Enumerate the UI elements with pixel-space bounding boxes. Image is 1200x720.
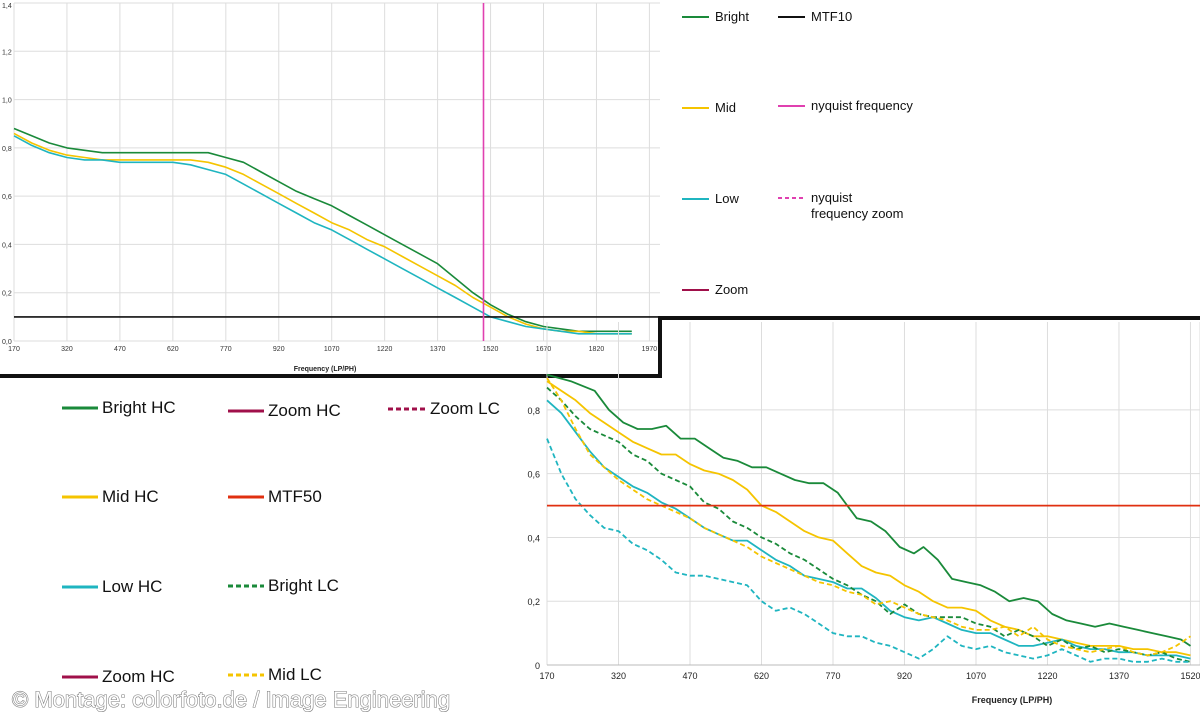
x-tick-label: 1220: [1037, 671, 1057, 681]
x-tick-label: 470: [114, 346, 126, 353]
series-low: [13, 135, 632, 335]
series-mid-lc: [546, 377, 1192, 657]
legend-label-bright-lc: Bright LC: [268, 576, 339, 595]
y-tick-label: 1,0: [2, 98, 12, 105]
y-tick-label: 1,2: [2, 49, 12, 56]
x-tick-label: 1670: [536, 346, 552, 353]
legend-label-mid-lc: Mid LC: [268, 665, 322, 684]
x-axis-label: Frequency (LP/PH): [972, 695, 1053, 705]
credit-text: © Montage: colorfoto.de / Image Engineer…: [12, 687, 450, 712]
x-tick-label: 770: [825, 671, 840, 681]
y-tick-label: 0,6: [527, 470, 540, 480]
x-tick-label: 1520: [483, 346, 499, 353]
x-tick-label: 920: [897, 671, 912, 681]
x-tick-label: 1070: [966, 671, 986, 681]
y-tick-label: 0,2: [2, 291, 12, 298]
x-tick-label: 620: [167, 346, 179, 353]
series-low-hc: [546, 399, 1191, 660]
legend-label-nyquist-frequency: nyquist frequency: [811, 98, 913, 113]
series-mid-hc: [546, 380, 1191, 657]
x-tick-label: 170: [8, 346, 20, 353]
legend-label-zoom-hc: Zoom HC: [268, 401, 341, 420]
x-tick-label: 170: [539, 671, 554, 681]
series-mid: [13, 132, 632, 335]
chart-bottom: 170 320 470 620 770 920 1070 1220 1370 1520 0 0,2 0,…: [62, 322, 1200, 705]
x-tick-label: 1820: [589, 346, 605, 353]
x-tick-label: 1070: [324, 346, 340, 353]
legend-label-zoom-hc: Zoom HC: [102, 667, 175, 686]
legend-label-mid-hc: Mid HC: [102, 487, 159, 506]
legend-label-bright-hc: Bright HC: [102, 398, 176, 417]
legend-label-nyquist-frequency-zoom: frequency zoom: [811, 206, 904, 221]
y-tick-label: 0,0: [2, 339, 12, 346]
chart-top: 170 320 470 620 770 920 1070 1220 1370 1520 1670 18…: [0, 2, 1200, 378]
x-tick-label: 320: [611, 671, 626, 681]
series-low-lc: [546, 438, 1191, 663]
x-tick-label: 1370: [1109, 671, 1129, 681]
x-tick-label: 1220: [377, 346, 393, 353]
x-tick-label: 920: [273, 346, 285, 353]
legend-label-nyquist-frequency-zoom: nyquist: [811, 190, 853, 205]
x-tick-label: 320: [61, 346, 73, 353]
y-tick-label: 0: [535, 661, 540, 671]
legend-label-mid: Mid: [715, 100, 736, 115]
y-tick-label: 0,8: [527, 406, 540, 416]
x-axis-label: Frequency (LP/PH): [294, 366, 357, 373]
legend-label-bright: Bright: [715, 9, 749, 24]
x-tick-label: 470: [682, 671, 697, 681]
series-bright: [13, 127, 632, 333]
y-tick-label: 0,2: [527, 597, 540, 607]
y-tick-label: 0,8: [2, 146, 12, 153]
legend-label-mtf50: MTF50: [268, 487, 322, 506]
legend-bottom: Bright HC Zoom HC Zoom LC Mid HC MTF50 Low HC…: [62, 398, 500, 686]
x-tick-label: 770: [220, 346, 232, 353]
legend-top: Bright MTF10 Mid nyquist frequency Low nyquis…: [682, 9, 913, 297]
legend-label-zoom-lc: Zoom LC: [430, 399, 500, 418]
y-tick-label: 1,4: [2, 3, 12, 10]
x-tick-label: 620: [754, 671, 769, 681]
panel-border: [0, 316, 1200, 378]
series-bright-hc: [546, 373, 1191, 647]
x-tick-label: 1370: [430, 346, 446, 353]
y-tick-label: 0,4: [527, 533, 540, 543]
x-tick-label: 1520: [1180, 671, 1200, 681]
legend-label-zoom: Zoom: [715, 282, 748, 297]
legend-label-mtf10: MTF10: [811, 9, 852, 24]
x-tick-label: 1970: [642, 346, 658, 353]
legend-label-low: Low: [715, 191, 739, 206]
y-tick-label: 0,4: [2, 242, 12, 249]
y-tick-label: 0,6: [2, 194, 12, 201]
legend-label-low-hc: Low HC: [102, 577, 162, 596]
